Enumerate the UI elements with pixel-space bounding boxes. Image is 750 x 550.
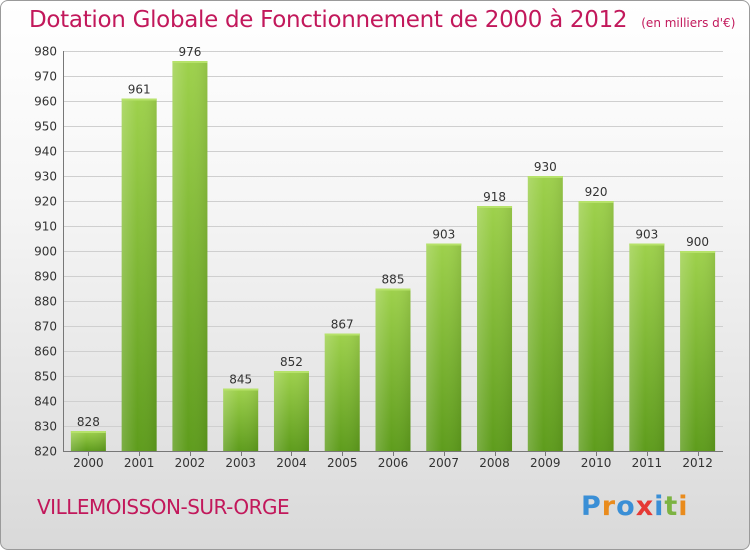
data-label: 930 — [534, 160, 557, 174]
data-label: 961 — [128, 83, 151, 97]
x-tick-label: 2002 — [175, 456, 206, 470]
x-tick-label: 2007 — [428, 456, 459, 470]
x-tick-label: 2004 — [276, 456, 307, 470]
y-tick-label: 880 — [34, 295, 57, 309]
data-labels: 828 961 976 845 852 867 885 903 918 930 920 903 900 — [77, 45, 709, 429]
y-tick-label: 940 — [34, 145, 57, 159]
bar-highlight — [70, 431, 106, 433]
bar-highlight — [375, 288, 411, 291]
data-label: 885 — [382, 273, 405, 287]
bar-shading — [680, 251, 716, 451]
logo-letter: i — [678, 491, 689, 522]
bar-shading — [70, 431, 106, 451]
proxiti-logo: Proxiti — [581, 491, 689, 522]
y-tick-label: 850 — [34, 370, 57, 384]
title-text: Dotation Globale de Fonctionnement de 20… — [29, 7, 628, 33]
y-tick-label: 970 — [34, 70, 57, 84]
bar-highlight — [629, 243, 665, 246]
x-tick-label: 2011 — [632, 456, 663, 470]
bar-highlight — [324, 333, 360, 336]
bar-shading — [527, 176, 563, 451]
logo-letter: o — [616, 491, 636, 522]
bar-highlight — [426, 243, 462, 246]
town-name: VILLEMOISSON-SUR-ORGE — [37, 495, 290, 519]
bar-shading — [223, 388, 259, 451]
logo-letter: P — [581, 491, 602, 522]
data-label: 920 — [585, 185, 608, 199]
bar-highlight — [477, 206, 513, 208]
y-tick-label: 840 — [34, 395, 57, 409]
y-tick-label: 820 — [34, 445, 57, 459]
data-label: 903 — [432, 228, 455, 242]
y-tick-label: 910 — [34, 220, 57, 234]
y-tick-label: 960 — [34, 95, 57, 109]
bar-shading — [426, 243, 462, 451]
data-label: 845 — [229, 373, 252, 387]
data-label: 900 — [686, 235, 709, 249]
bar-highlight — [172, 61, 208, 63]
bar-shading — [273, 371, 309, 451]
data-label: 828 — [77, 415, 100, 429]
y-tick-label: 930 — [34, 170, 57, 184]
x-tick-label: 2010 — [581, 456, 612, 470]
logo-letter: i — [654, 491, 665, 522]
bar-highlight — [273, 371, 309, 373]
data-label: 852 — [280, 355, 303, 369]
logo-letter: t — [664, 491, 679, 522]
bar-highlight — [578, 201, 614, 203]
bar-highlight — [680, 251, 716, 253]
logo-letter: x — [635, 491, 655, 522]
data-label: 976 — [178, 45, 201, 59]
y-tick-label: 980 — [34, 45, 57, 59]
bar-shading — [477, 206, 513, 451]
y-tick-label: 870 — [34, 320, 57, 334]
chart-title: Dotation Globale de Fonctionnement de 20… — [29, 7, 735, 33]
y-tick-label: 890 — [34, 270, 57, 284]
x-tick-label: 2006 — [378, 456, 409, 470]
y-tick-label: 900 — [34, 245, 57, 259]
axes: 820 830 840 850 860 870 880 890 900 910 920 930 940 9… — [34, 45, 723, 470]
logo-letter: r — [601, 491, 617, 522]
y-tick-label: 920 — [34, 195, 57, 209]
bar-shading — [121, 98, 157, 451]
x-tick-label: 2000 — [73, 456, 104, 470]
bar-shading — [375, 288, 411, 451]
x-tick-label: 2003 — [225, 456, 256, 470]
x-tick-label: 2012 — [682, 456, 713, 470]
x-tick-label: 2008 — [479, 456, 510, 470]
y-tick-label: 950 — [34, 120, 57, 134]
bar-shading — [324, 333, 360, 451]
bar-shading — [578, 201, 614, 451]
x-tick-label: 2009 — [530, 456, 561, 470]
y-tick-label: 860 — [34, 345, 57, 359]
data-label: 903 — [635, 228, 658, 242]
bars — [70, 61, 716, 451]
x-tick-label: 2005 — [327, 456, 358, 470]
data-label: 918 — [483, 190, 506, 204]
bar-shading — [629, 243, 665, 451]
chart-subtitle: (en milliers d'€) — [641, 16, 736, 30]
bar-shading — [172, 61, 208, 451]
bar-highlight — [121, 98, 157, 101]
bar-highlight — [527, 176, 563, 178]
x-tick-label: 2001 — [124, 456, 155, 470]
bar-highlight — [223, 388, 259, 391]
y-tick-label: 830 — [34, 420, 57, 434]
data-label: 867 — [331, 318, 354, 332]
